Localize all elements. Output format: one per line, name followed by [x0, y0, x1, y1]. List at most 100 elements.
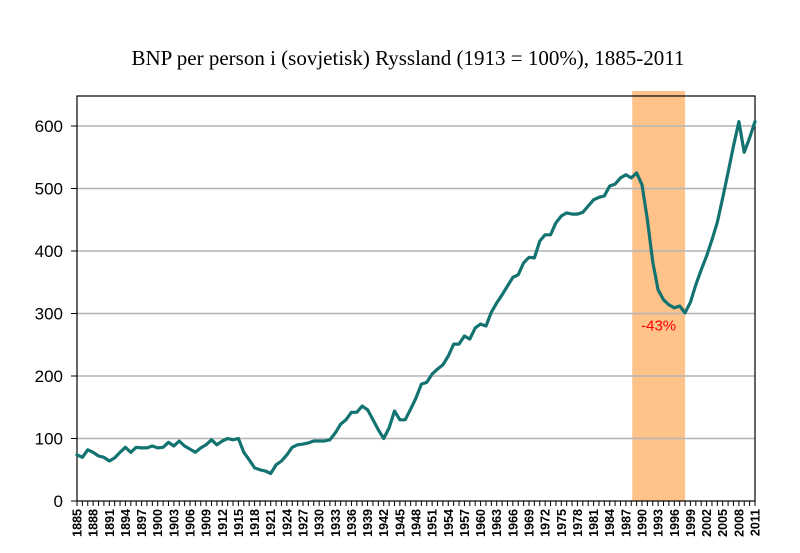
data-point-2009 [743, 151, 746, 154]
data-point-1919 [258, 468, 262, 471]
x-tick-label: 1903 [167, 509, 181, 537]
x-tick-label: 1993 [652, 509, 666, 537]
data-point-1978 [576, 212, 579, 216]
x-tick-label: 2011 [749, 509, 763, 536]
x-tick-label: 1885 [71, 509, 85, 537]
x-axis: 1885 1888 1891 1894 1897 1900 1903 1906 1909 1912… [71, 501, 763, 537]
data-point-1924 [285, 453, 289, 456]
data-point-1936 [350, 411, 353, 414]
data-point-1898 [145, 446, 149, 450]
x-tick-label: 1987 [619, 509, 633, 537]
data-point-1977 [570, 212, 574, 216]
data-point-1969 [527, 256, 531, 259]
highlight-label: -43% [641, 318, 676, 335]
data-point-1928 [307, 441, 310, 445]
data-point-2003 [710, 238, 714, 241]
data-point-2007 [732, 144, 735, 148]
data-point-1925 [291, 446, 294, 449]
data-point-1963 [495, 301, 498, 305]
data-point-1926 [296, 443, 299, 446]
x-tick-label: 2002 [700, 509, 714, 537]
data-point-1938 [360, 404, 364, 408]
data-point-1920 [264, 469, 267, 473]
data-point-1953 [441, 363, 445, 366]
data-point-1955 [452, 342, 455, 346]
data-point-1888 [91, 451, 95, 454]
data-point-1999 [689, 301, 692, 304]
data-point-1965 [506, 284, 509, 288]
x-tick-label: 1930 [313, 509, 327, 537]
data-point-1899 [151, 444, 154, 448]
data-point-1891 [108, 459, 111, 463]
data-point-1964 [500, 293, 504, 296]
data-point-1987 [624, 173, 628, 176]
data-point-1943 [387, 426, 391, 430]
data-point-1966 [511, 276, 515, 279]
data-point-1948 [414, 396, 418, 400]
data-point-1912 [221, 439, 224, 443]
data-point-1914 [231, 438, 235, 441]
data-point-1887 [86, 448, 89, 451]
data-point-1939 [366, 408, 369, 411]
data-points [75, 120, 757, 475]
data-point-1961 [484, 324, 488, 328]
data-point-1989 [635, 171, 638, 175]
data-point-1893 [118, 451, 122, 454]
data-point-1958 [468, 337, 472, 341]
data-point-1906 [188, 447, 192, 451]
data-point-1896 [134, 446, 138, 449]
data-point-1909 [204, 443, 208, 446]
data-point-1995 [667, 303, 671, 306]
x-tick-label: 1948 [410, 509, 424, 537]
x-tick-label: 1927 [297, 509, 311, 537]
y-tick-label: 300 [35, 305, 63, 324]
data-point-1942 [382, 437, 385, 440]
data-point-1922 [274, 463, 278, 466]
data-point-1998 [683, 311, 687, 315]
x-tick-label: 1951 [426, 509, 440, 537]
data-point-1946 [404, 418, 407, 421]
x-tick-label: 1891 [103, 509, 117, 537]
data-point-1979 [581, 211, 585, 214]
data-point-1982 [597, 196, 601, 199]
x-tick-label: 1972 [539, 509, 553, 537]
data-point-1903 [172, 444, 176, 448]
data-point-2001 [699, 268, 703, 271]
y-tick-label: 500 [35, 180, 63, 199]
highlight-band [632, 91, 686, 501]
data-point-1894 [124, 446, 127, 449]
x-tick-label: 1966 [506, 509, 520, 537]
x-tick-label: 1969 [523, 509, 537, 537]
data-point-1937 [355, 411, 359, 414]
x-tick-label: 1900 [151, 509, 165, 537]
data-point-1949 [420, 382, 423, 386]
data-point-1917 [247, 458, 251, 461]
data-point-1956 [457, 342, 461, 346]
data-point-1988 [630, 176, 633, 180]
data-point-1968 [522, 261, 525, 265]
data-point-1930 [317, 439, 321, 443]
x-tick-label: 1999 [684, 509, 698, 537]
x-tick-label: 1906 [184, 509, 198, 537]
y-tick-label: 400 [35, 242, 63, 261]
x-tick-label: 1939 [361, 509, 375, 537]
data-point-1933 [334, 431, 337, 435]
data-point-1895 [129, 451, 133, 454]
y-tick-label: 600 [35, 117, 63, 136]
data-point-2011 [753, 120, 757, 123]
x-tick-label: 1954 [442, 509, 456, 537]
data-point-1993 [656, 288, 660, 291]
y-tick-label: 0 [54, 492, 63, 511]
x-tick-label: 1942 [377, 509, 391, 537]
data-point-2002 [705, 254, 708, 258]
data-point-1907 [194, 451, 197, 454]
data-point-1994 [662, 298, 665, 301]
x-tick-label: 1960 [474, 509, 488, 537]
x-tick-label: 1894 [119, 509, 133, 537]
y-tick-label: 100 [35, 430, 63, 449]
x-tick-label: 1945 [393, 509, 407, 537]
y-tick-label: 200 [35, 367, 63, 386]
data-point-1980 [586, 204, 590, 208]
data-point-1962 [490, 311, 493, 314]
